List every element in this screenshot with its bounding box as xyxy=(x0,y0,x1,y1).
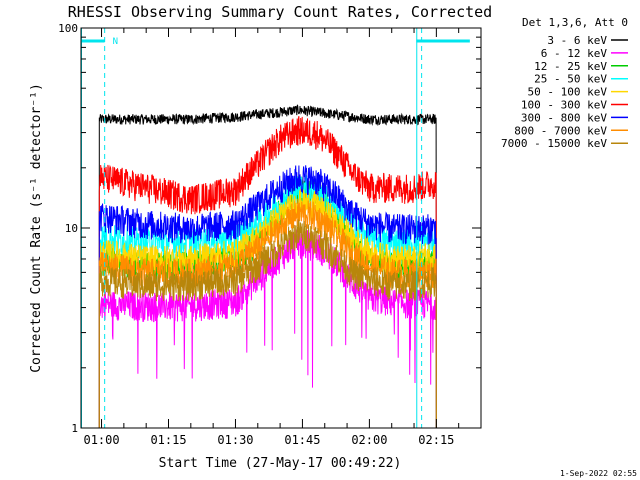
x-tick-label: 01:00 xyxy=(83,433,119,447)
legend-entry-label: 300 - 800 keV xyxy=(521,111,607,124)
series-line xyxy=(98,104,437,429)
x-tick-label: 02:15 xyxy=(418,433,454,447)
legend-entry-label: 12 - 25 keV xyxy=(534,60,607,73)
x-tick-label: 01:15 xyxy=(150,433,186,447)
series-line xyxy=(98,219,437,429)
chart-title: RHESSI Observing Summary Count Rates, Co… xyxy=(68,3,492,21)
legend-entry-label: 25 - 50 keV xyxy=(534,73,607,86)
plot-area: N xyxy=(81,28,470,429)
y-tick-label: 1 xyxy=(71,422,78,435)
x-tick-label: 01:30 xyxy=(217,433,253,447)
x-tick-label: 01:45 xyxy=(284,433,320,447)
legend-entry-label: 800 - 7000 keV xyxy=(514,124,607,137)
y-axis-label: Corrected Count Rate (s⁻¹ detector⁻¹) xyxy=(29,83,44,373)
x-axis-label: Start Time (27-May-17 00:49:22) xyxy=(159,456,402,471)
legend-entry-label: 100 - 300 keV xyxy=(521,99,607,112)
series-line xyxy=(98,228,437,429)
series-line xyxy=(98,116,437,429)
x-tick-label: 02:00 xyxy=(351,433,387,447)
legend-entry-label: 7000 - 15000 keV xyxy=(501,137,607,150)
footer-date: 1-Sep-2022 02:55 xyxy=(560,469,637,478)
y-tick-label: 100 xyxy=(58,22,78,35)
series-line xyxy=(98,165,437,429)
legend-header: Det 1,3,6, Att 0 xyxy=(522,16,628,29)
legend-entry-label: 6 - 12 keV xyxy=(541,47,608,60)
legend-entry-label: 3 - 6 keV xyxy=(547,34,607,47)
axes: 1 10 100 01:00 01:15 01:30 01:45 02:00 02:15 xyxy=(58,22,482,447)
legend-entry-label: 50 - 100 keV xyxy=(528,86,608,99)
y-tick-label: 10 xyxy=(65,222,78,235)
flag-label: N xyxy=(113,37,118,47)
